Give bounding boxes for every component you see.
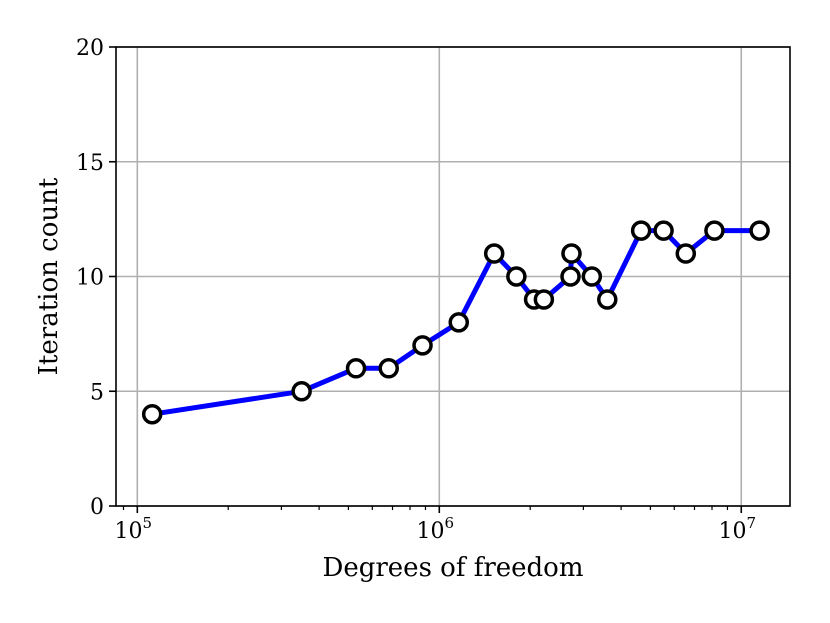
y-axis-label: Iteration count: [34, 177, 64, 375]
data-point: [675, 243, 697, 264]
x-tick-exponent: 6: [445, 514, 455, 532]
data-point: [506, 266, 527, 287]
y-tick-label: 5: [90, 380, 104, 405]
data-point: [653, 220, 674, 241]
data-point: [378, 358, 399, 379]
tick-labels: 0 5 10 15 20 105 106 107: [76, 36, 756, 544]
data-point: [345, 358, 367, 379]
axis-ticks: [109, 46, 743, 513]
x-tick-exponent: 5: [143, 514, 153, 532]
y-tick-label: 15: [76, 151, 104, 176]
data-point: [412, 335, 433, 356]
x-tick-exponent: 7: [746, 514, 756, 532]
x-axis-label: Degrees of freedom: [322, 553, 583, 583]
data-point: [291, 381, 312, 402]
data-point: [483, 243, 505, 264]
y-tick-label: 10: [76, 266, 104, 291]
data-point: [533, 289, 555, 310]
data-point: [561, 243, 582, 264]
x-tick-label: 107: [718, 514, 756, 544]
y-tick-label: 20: [76, 36, 104, 61]
data-point: [749, 220, 770, 241]
series-group: [141, 220, 770, 425]
data-point: [630, 220, 652, 241]
x-tick-label: 106: [417, 514, 455, 544]
y-tick-label: 0: [90, 495, 104, 520]
x-tick-label: 105: [115, 514, 153, 544]
data-point: [141, 403, 163, 425]
data-point: [704, 220, 725, 241]
data-point: [597, 289, 618, 310]
data-point: [560, 266, 581, 287]
data-point: [581, 266, 603, 287]
grid: [116, 46, 790, 507]
data-point: [448, 312, 470, 333]
